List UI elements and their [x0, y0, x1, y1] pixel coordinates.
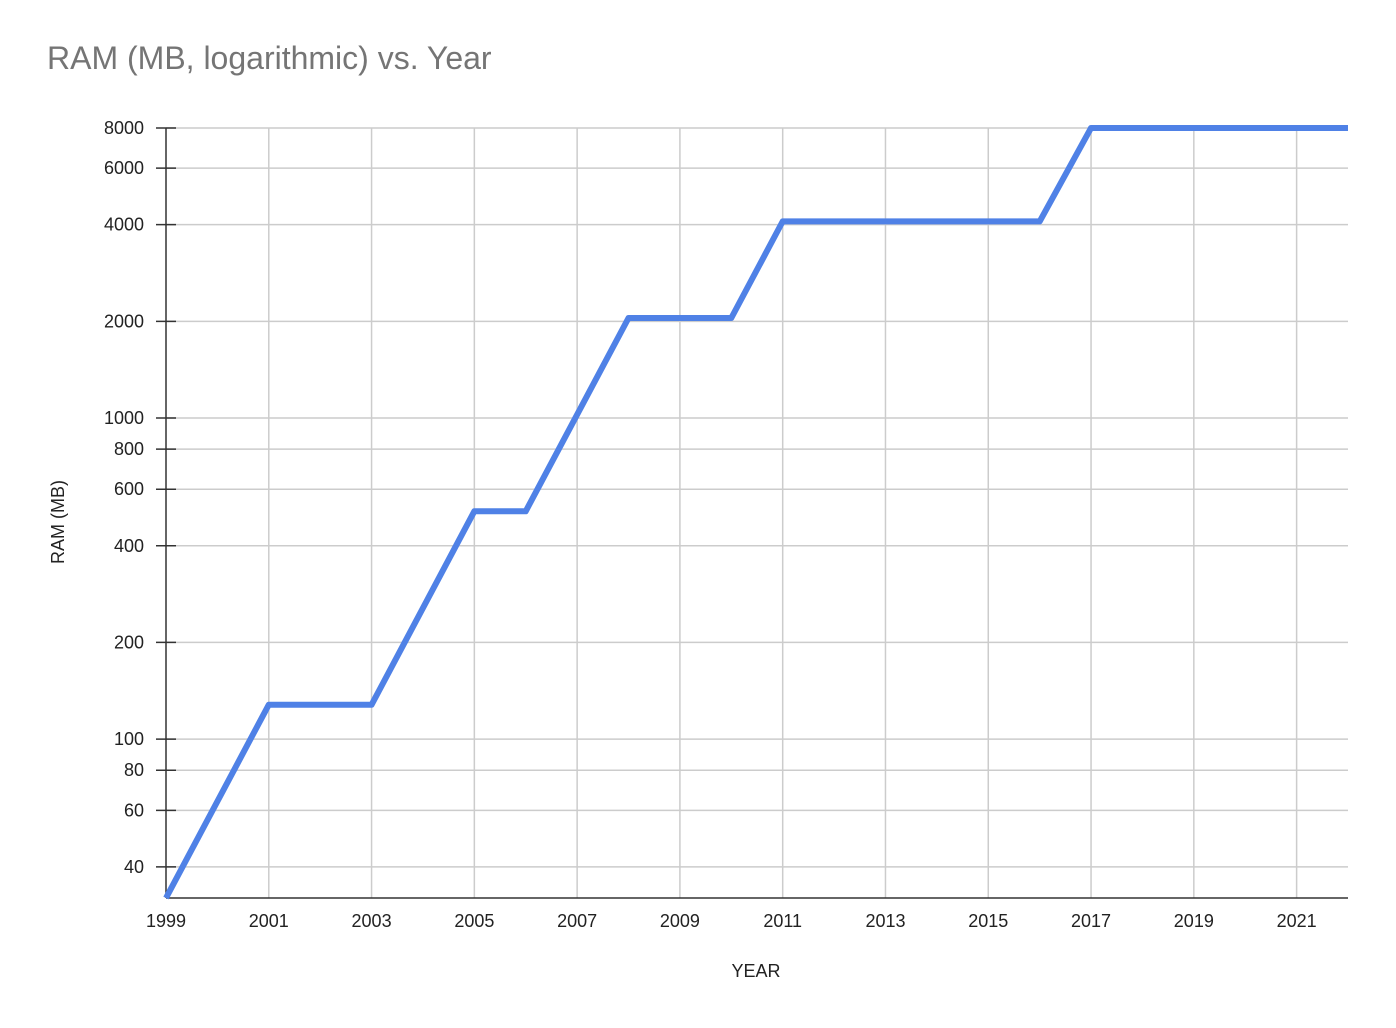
x-tick-label: 2005 [454, 911, 494, 931]
x-tick-label: 2009 [660, 911, 700, 931]
y-tick-label: 6000 [104, 158, 144, 178]
x-tick-label: 1999 [146, 911, 186, 931]
y-tick-label: 800 [114, 439, 144, 459]
y-tick-label: 8000 [104, 118, 144, 138]
y-tick-label: 80 [124, 760, 144, 780]
tick-labels: 1999 2001 2003 2005 2007 2009 2011 2013 2015 2017… [104, 118, 1317, 931]
x-tick-label: 2017 [1071, 911, 1111, 931]
x-tick-label: 2013 [865, 911, 905, 931]
x-tick-label: 2015 [968, 911, 1008, 931]
y-tick-label: 100 [114, 729, 144, 749]
y-tick-label: 2000 [104, 311, 144, 331]
y-tick-label: 400 [114, 536, 144, 556]
series-line-0 [163, 125, 1348, 900]
grid [166, 127, 1348, 898]
y-tick-label: 1000 [104, 408, 144, 428]
x-tick-label: 2011 [763, 911, 802, 931]
y-tick-label: 40 [124, 857, 144, 877]
series-layer [163, 125, 1348, 900]
y-tick-label: 600 [114, 479, 144, 499]
x-tick-label: 2003 [352, 911, 392, 931]
x-tick-label: 2001 [249, 911, 289, 931]
y-tick-label: 200 [114, 632, 144, 652]
chart-title: RAM (MB, logarithmic) vs. Year [47, 40, 492, 76]
x-tick-label: 2007 [557, 911, 597, 931]
y-tick-label: 4000 [104, 215, 144, 235]
x-tick-label: 2019 [1174, 911, 1214, 931]
axes [156, 127, 1348, 899]
x-axis-title: YEAR [731, 961, 780, 981]
x-tick-label: 2021 [1277, 911, 1317, 931]
y-axis-title: RAM (MB) [48, 480, 68, 564]
y-tick-label: 60 [124, 800, 144, 820]
